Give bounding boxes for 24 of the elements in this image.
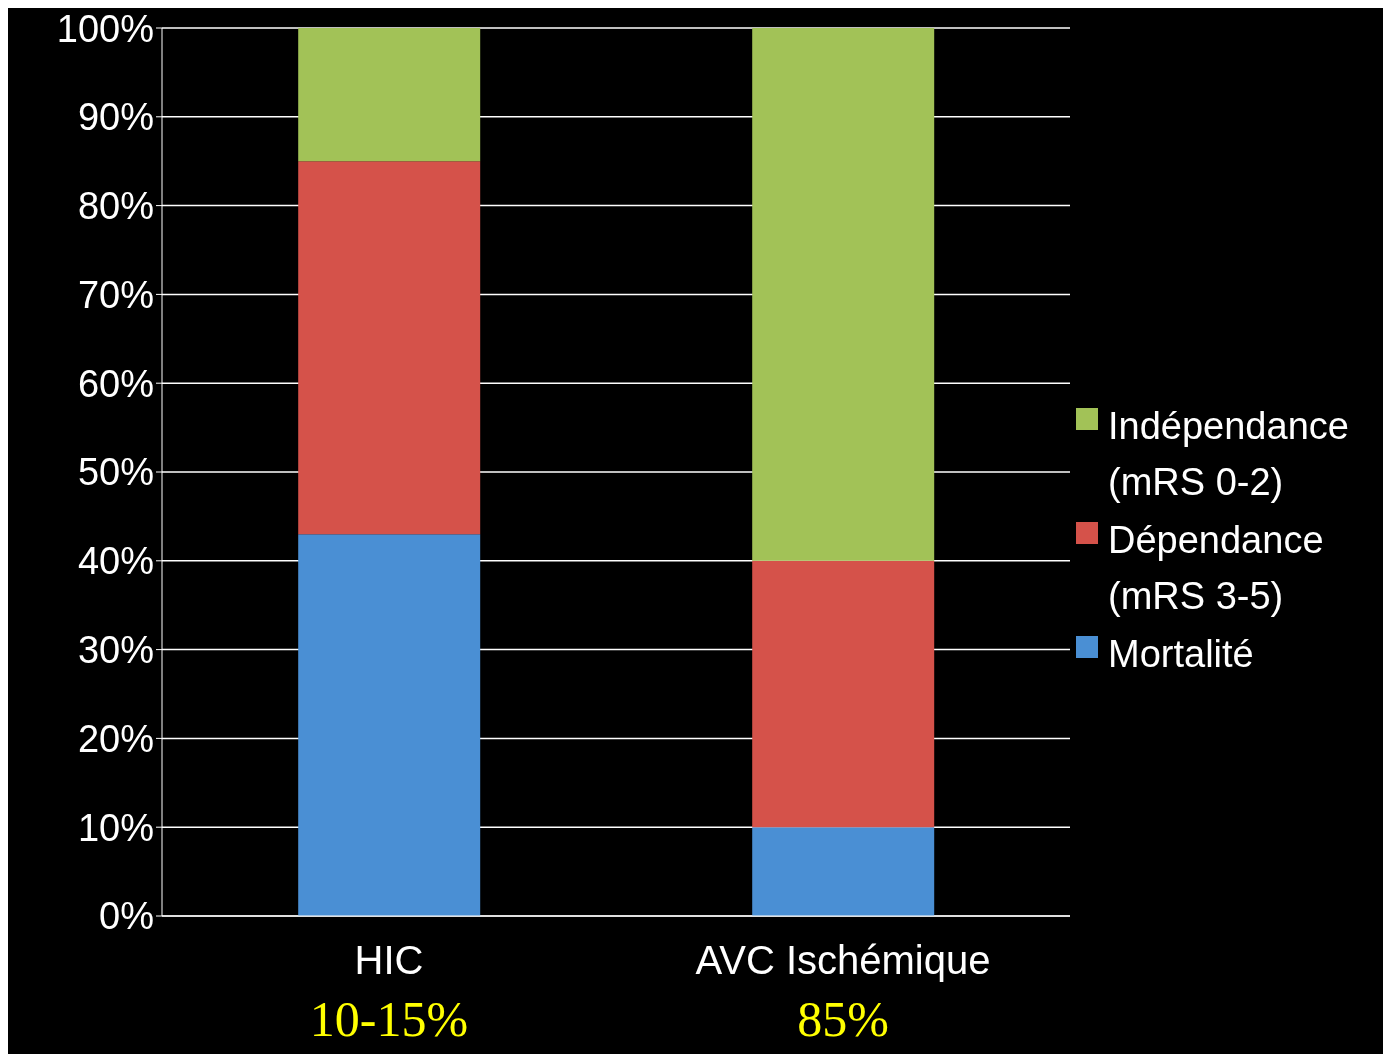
x-tick-label: AVC Ischémique — [695, 938, 991, 982]
legend-label: Mortalité — [1108, 632, 1255, 677]
y-tick-label: 80% — [77, 185, 154, 228]
y-tick-label: 50% — [77, 451, 154, 494]
bar — [752, 827, 935, 916]
y-tick-label: 60% — [77, 362, 154, 405]
text: 10-15% — [309, 991, 469, 1047]
legend-label: Indépendance (mRS 0-2) — [1108, 404, 1350, 505]
bar — [752, 28, 935, 561]
y-tick-label: 70% — [77, 273, 154, 316]
y-tick-label: 20% — [77, 717, 154, 760]
x-tick-label: HIC — [354, 938, 424, 982]
y-tick-label: 40% — [77, 540, 154, 583]
y-tick-label: 100% — [56, 7, 154, 50]
bar — [298, 534, 481, 916]
y-tick-label: 90% — [77, 96, 154, 139]
text: 85% — [797, 991, 889, 1047]
y-tick-label: 30% — [77, 629, 154, 672]
legend-label: Dépendance (mRS 3-5) — [1108, 518, 1325, 619]
bar — [752, 560, 935, 828]
y-tick-label: 10% — [77, 806, 154, 849]
y-tick-label: 0% — [99, 895, 154, 938]
bar — [298, 28, 481, 162]
bar — [298, 161, 481, 535]
